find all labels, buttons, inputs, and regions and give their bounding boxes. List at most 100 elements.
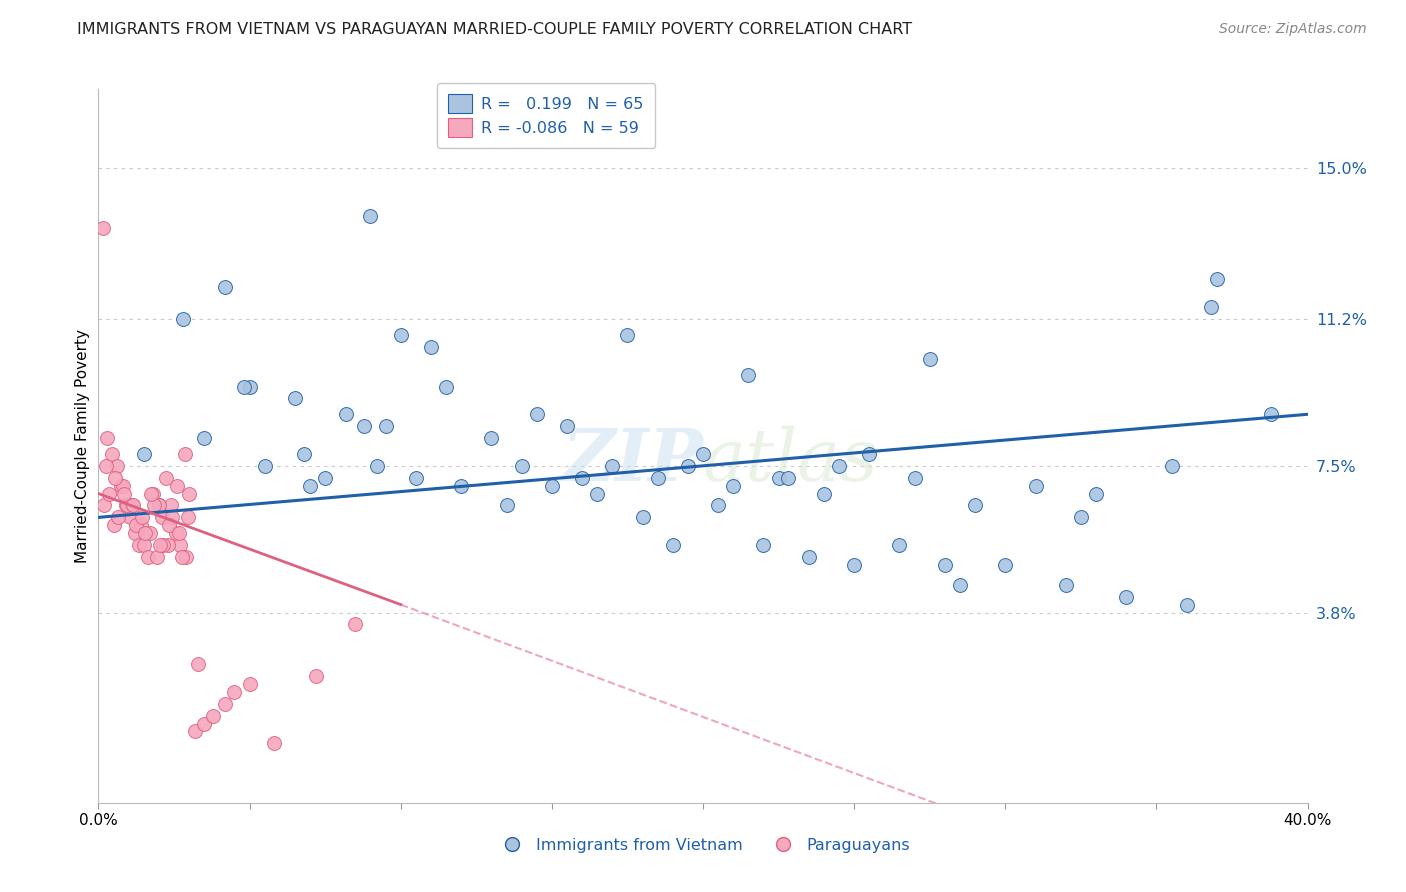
Point — [103, 518, 125, 533]
Point — [139, 526, 162, 541]
Point — [166, 478, 188, 492]
Point — [299, 478, 322, 492]
Point — [571, 471, 593, 485]
Point — [828, 458, 851, 473]
Point — [132, 447, 155, 461]
Point — [1024, 478, 1046, 492]
Point — [284, 392, 307, 406]
Point — [661, 538, 683, 552]
Point — [510, 458, 533, 473]
Point — [148, 499, 170, 513]
Point — [263, 736, 285, 750]
Point — [776, 471, 799, 485]
Point — [1070, 510, 1092, 524]
Point — [692, 447, 714, 461]
Point — [129, 518, 152, 533]
Point — [176, 510, 198, 524]
Point — [1160, 458, 1182, 473]
Point — [136, 549, 159, 564]
Point — [214, 697, 236, 711]
Point — [292, 447, 315, 461]
Point — [172, 312, 194, 326]
Point — [858, 447, 880, 461]
Point — [152, 538, 174, 552]
Point — [169, 538, 191, 552]
Point — [965, 499, 987, 513]
Point — [124, 526, 146, 541]
Point — [159, 518, 181, 533]
Point — [353, 419, 375, 434]
Text: Source: ZipAtlas.com: Source: ZipAtlas.com — [1219, 22, 1367, 37]
Point — [162, 510, 184, 524]
Point — [132, 538, 155, 552]
Point — [121, 499, 143, 513]
Point — [156, 538, 179, 552]
Point — [184, 724, 207, 739]
Point — [314, 471, 336, 485]
Point — [723, 478, 745, 492]
Point — [111, 478, 134, 492]
Point — [120, 510, 142, 524]
Point — [131, 510, 153, 524]
Text: atlas: atlas — [703, 425, 879, 496]
Point — [202, 708, 225, 723]
Point — [142, 486, 165, 500]
Point — [389, 328, 412, 343]
Point — [149, 538, 172, 552]
Point — [224, 685, 246, 699]
Point — [813, 486, 835, 500]
Point — [360, 209, 382, 223]
Point — [105, 458, 128, 473]
Point — [631, 510, 654, 524]
Legend: Immigrants from Vietnam, Paraguayans: Immigrants from Vietnam, Paraguayans — [489, 831, 917, 859]
Point — [112, 486, 135, 500]
Point — [1260, 407, 1282, 421]
Point — [555, 419, 578, 434]
Point — [305, 669, 328, 683]
Point — [128, 538, 150, 552]
Point — [125, 518, 148, 533]
Point — [949, 578, 972, 592]
Point — [187, 657, 209, 671]
Point — [768, 471, 790, 485]
Point — [335, 407, 357, 421]
Point — [179, 486, 201, 500]
Point — [143, 499, 166, 513]
Point — [752, 538, 775, 552]
Point — [844, 558, 866, 572]
Point — [918, 351, 941, 366]
Point — [173, 447, 195, 461]
Point — [150, 510, 173, 524]
Point — [193, 716, 215, 731]
Point — [434, 379, 457, 393]
Point — [737, 368, 759, 382]
Point — [1206, 272, 1229, 286]
Point — [104, 471, 127, 485]
Point — [586, 486, 609, 500]
Point — [122, 499, 145, 513]
Point — [101, 447, 124, 461]
Point — [134, 526, 156, 541]
Point — [647, 471, 669, 485]
Point — [146, 549, 169, 564]
Point — [405, 471, 427, 485]
Text: IMMIGRANTS FROM VIETNAM VS PARAGUAYAN MARRIED-COUPLE FAMILY POVERTY CORRELATION : IMMIGRANTS FROM VIETNAM VS PARAGUAYAN MA… — [77, 22, 912, 37]
Point — [934, 558, 956, 572]
Point — [366, 458, 388, 473]
Point — [526, 407, 548, 421]
Point — [110, 478, 132, 492]
Y-axis label: Married-Couple Family Poverty: Married-Couple Family Poverty — [75, 329, 90, 563]
Point — [93, 499, 115, 513]
Point — [253, 458, 276, 473]
Point — [904, 471, 927, 485]
Point — [155, 471, 177, 485]
Point — [165, 526, 187, 541]
Point — [1054, 578, 1077, 592]
Point — [1115, 590, 1137, 604]
Point — [481, 431, 503, 445]
Point — [167, 526, 190, 541]
Point — [141, 486, 163, 500]
Point — [1175, 598, 1198, 612]
Point — [107, 510, 129, 524]
Text: ZIP: ZIP — [562, 425, 703, 496]
